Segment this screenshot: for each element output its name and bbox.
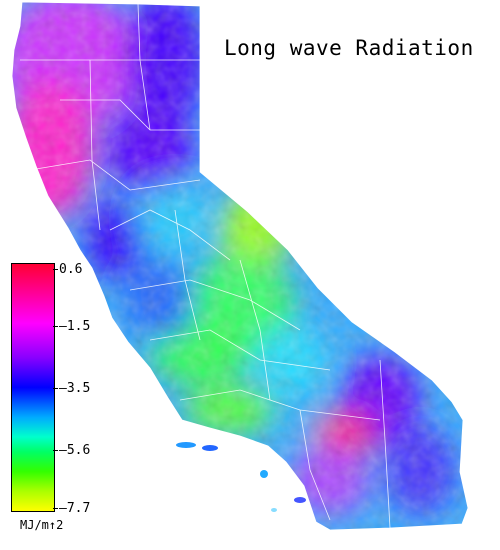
map-title: Long wave Radiation	[224, 36, 474, 60]
tick-mark	[53, 269, 58, 270]
legend-tick-label: –7.7	[59, 501, 91, 516]
legend-tick-label: –3.5	[59, 381, 91, 396]
color-scale-bar	[11, 263, 55, 512]
legend-unit-label: MJ/m↑2	[20, 518, 64, 532]
tick-mark	[53, 326, 58, 327]
legend-tick-label: –1.5	[59, 319, 91, 334]
tick-mark	[53, 508, 58, 509]
channel-islands	[176, 442, 306, 512]
tick-mark	[53, 450, 58, 451]
legend-tick-label: 0.6	[59, 262, 83, 277]
tick-mark	[53, 388, 58, 389]
legend-tick-label: –5.6	[59, 443, 91, 458]
state-outline	[11, 1, 469, 531]
